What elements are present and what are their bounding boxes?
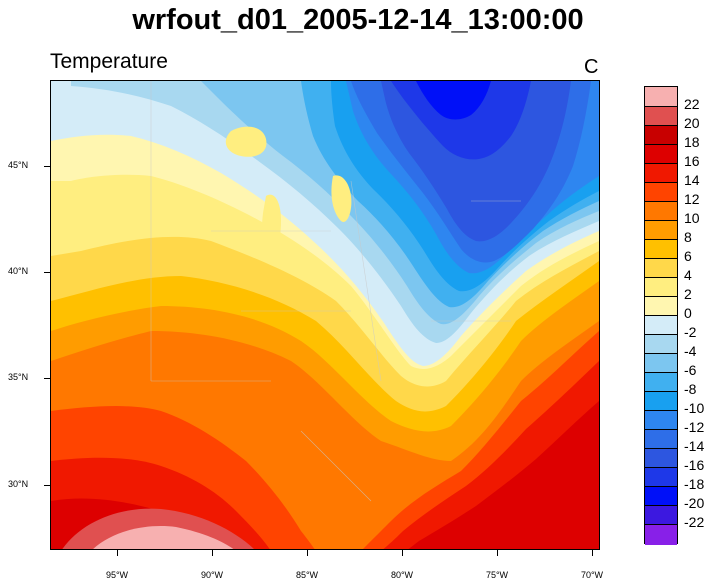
lon-label-70w: 70°W bbox=[580, 570, 604, 580]
colorbar-swatch bbox=[645, 391, 677, 412]
colorbar-label: -22 bbox=[684, 514, 705, 530]
colorbar-label: 6 bbox=[684, 248, 692, 264]
plot-title: wrfout_d01_2005-12-14_13:00:00 bbox=[132, 4, 584, 36]
colorbar-label: 16 bbox=[684, 153, 700, 169]
colorbar-swatch bbox=[645, 220, 677, 241]
lon-label-85w: 85°W bbox=[295, 570, 319, 580]
temperature-map bbox=[50, 80, 600, 550]
colorbar-swatch bbox=[645, 353, 677, 374]
temperature-contours bbox=[51, 81, 599, 549]
colorbar-label: -12 bbox=[684, 419, 705, 435]
lat-label-45n: 45°N bbox=[8, 160, 29, 170]
colorbar-label: 12 bbox=[684, 191, 700, 207]
lon-tick bbox=[402, 550, 403, 556]
lat-tick bbox=[44, 485, 50, 486]
colorbar-swatch bbox=[645, 144, 677, 165]
colorbar-swatch bbox=[645, 201, 677, 222]
colorbar-label: -16 bbox=[684, 457, 705, 473]
colorbar-label: 8 bbox=[684, 229, 692, 245]
colorbar bbox=[644, 86, 678, 545]
lat-label-40n: 40°N bbox=[8, 266, 29, 276]
colorbar-swatch bbox=[645, 448, 677, 469]
colorbar-swatch bbox=[645, 486, 677, 507]
lon-label-90w: 90°W bbox=[200, 570, 224, 580]
colorbar-label: -4 bbox=[684, 343, 697, 359]
colorbar-label: 20 bbox=[684, 115, 700, 131]
lat-tick bbox=[44, 378, 50, 379]
colorbar-swatch bbox=[645, 163, 677, 184]
field-name-label: Temperature bbox=[50, 50, 168, 73]
lat-tick bbox=[44, 166, 50, 167]
colorbar-swatch bbox=[645, 372, 677, 393]
colorbar-swatch bbox=[645, 258, 677, 279]
colorbar-label: -10 bbox=[684, 400, 705, 416]
colorbar-swatch bbox=[645, 296, 677, 317]
colorbar-swatch bbox=[645, 410, 677, 431]
colorbar-swatch bbox=[645, 125, 677, 146]
colorbar-label: 10 bbox=[684, 210, 700, 226]
colorbar-label: -8 bbox=[684, 381, 697, 397]
colorbar-swatch bbox=[645, 429, 677, 450]
lon-label-80w: 80°W bbox=[390, 570, 414, 580]
lon-label-95w: 95°W bbox=[105, 570, 129, 580]
units-label: C bbox=[584, 56, 599, 78]
colorbar-label: 4 bbox=[684, 267, 692, 283]
colorbar-swatch bbox=[645, 315, 677, 336]
colorbar-swatch bbox=[645, 182, 677, 203]
lon-tick bbox=[592, 550, 593, 556]
colorbar-swatch bbox=[645, 87, 677, 107]
colorbar-label: 18 bbox=[684, 134, 700, 150]
colorbar-label: 2 bbox=[684, 286, 692, 302]
lon-tick bbox=[307, 550, 308, 556]
colorbar-label: 22 bbox=[684, 96, 700, 112]
colorbar-label: -2 bbox=[684, 324, 697, 340]
colorbar-label: -14 bbox=[684, 438, 705, 454]
colorbar-label: -6 bbox=[684, 362, 697, 378]
colorbar-label: -20 bbox=[684, 495, 705, 511]
colorbar-swatch bbox=[645, 239, 677, 260]
lat-tick bbox=[44, 272, 50, 273]
lon-tick bbox=[212, 550, 213, 556]
colorbar-swatch bbox=[645, 334, 677, 355]
lon-label-75w: 75°W bbox=[485, 570, 509, 580]
lat-label-35n: 35°N bbox=[8, 372, 29, 382]
colorbar-swatch bbox=[645, 277, 677, 298]
lon-tick bbox=[117, 550, 118, 556]
colorbar-swatch bbox=[645, 106, 677, 127]
colorbar-swatch bbox=[645, 467, 677, 488]
colorbar-label: 14 bbox=[684, 172, 700, 188]
lon-tick bbox=[497, 550, 498, 556]
colorbar-label: 0 bbox=[684, 305, 692, 321]
lat-label-30n: 30°N bbox=[8, 479, 29, 489]
colorbar-swatch bbox=[645, 505, 677, 526]
colorbar-label: -18 bbox=[684, 476, 705, 492]
colorbar-swatch bbox=[645, 524, 677, 545]
